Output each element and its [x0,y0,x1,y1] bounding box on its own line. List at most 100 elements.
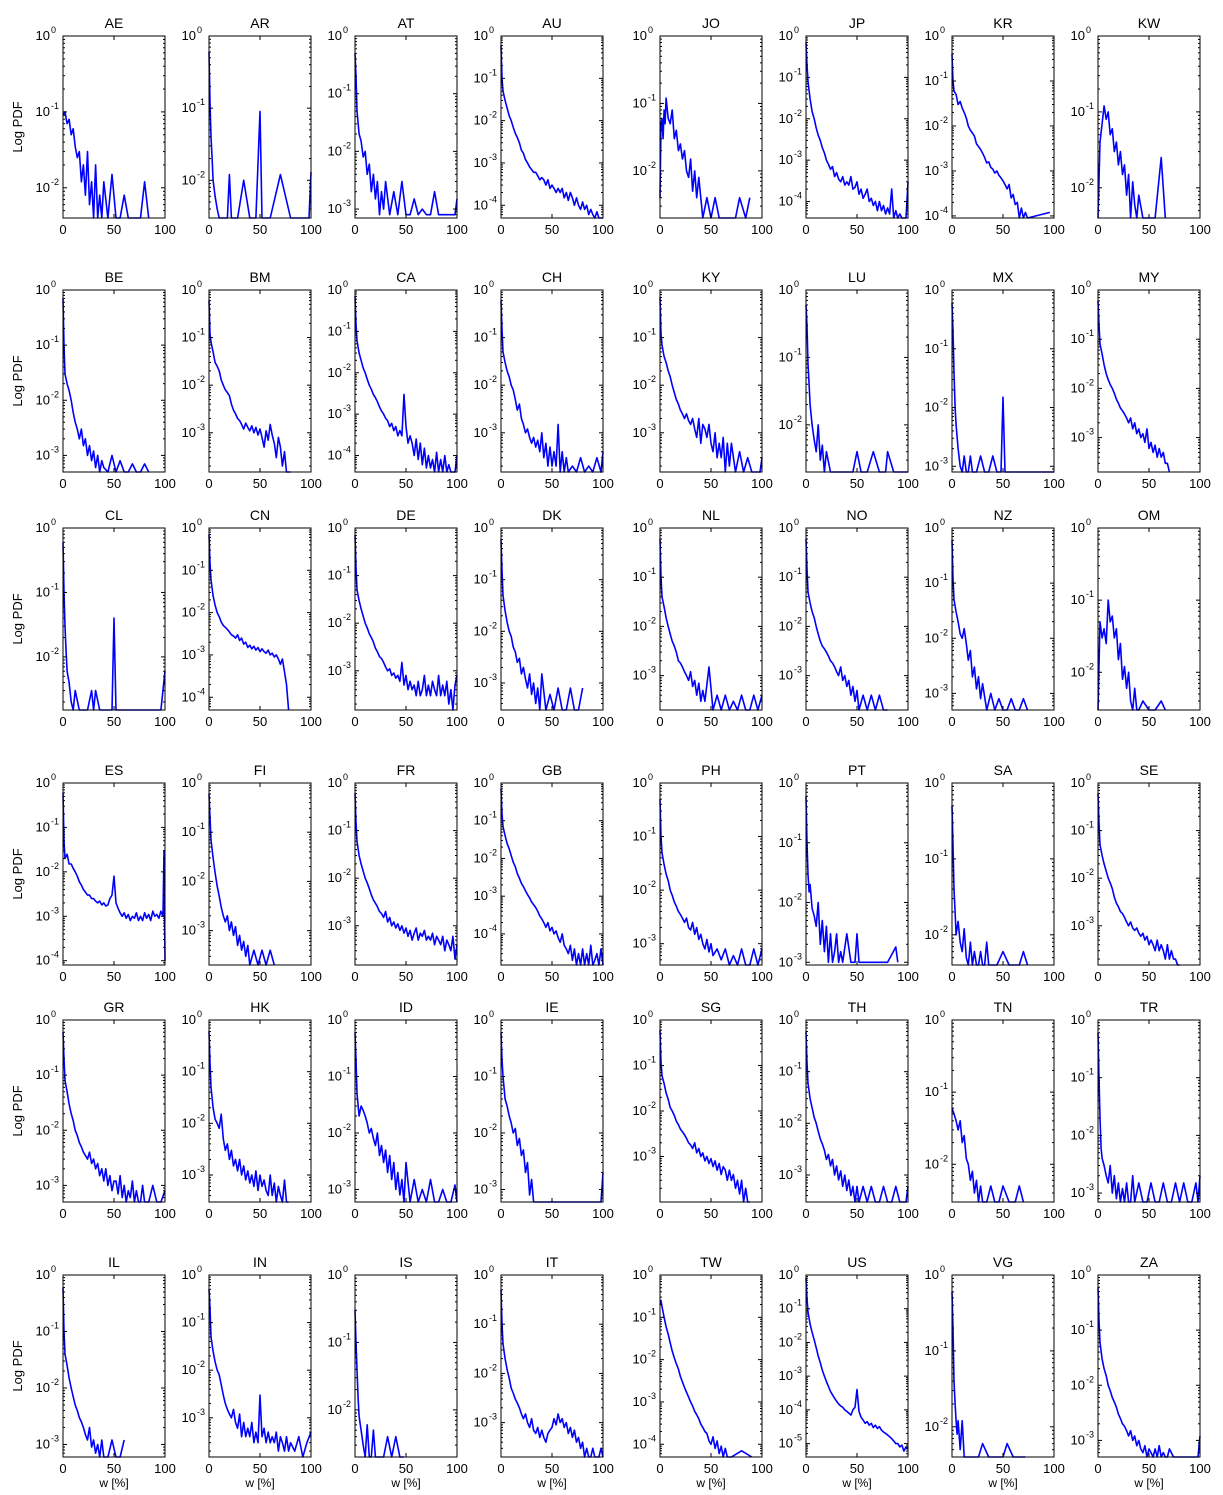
x-tick-label: 100 [154,969,176,984]
x-tick-label: 50 [996,714,1010,729]
y-tick-exponent: -3 [343,915,351,925]
y-tick-exponent: 0 [648,25,653,35]
x-tick-label: 50 [253,1461,267,1476]
y-tick-label: 10 [328,775,342,790]
subplot-title: AU [542,15,561,31]
y-tick-exponent: -1 [940,338,948,348]
y-tick-exponent: 0 [197,1264,202,1274]
y-tick-label: 10 [633,668,647,683]
y-tick-exponent: -2 [51,646,59,656]
series-line [805,304,908,473]
y-tick-label: 10 [633,377,647,392]
y-tick-exponent: -1 [489,67,497,77]
subplot-title: CA [396,269,416,285]
y-tick-label: 10 [633,775,647,790]
y-tick-exponent: -2 [940,627,948,637]
subplot-title: JO [702,15,720,31]
axes-frame [1097,1019,1201,1203]
y-tick-label: 10 [1071,1070,1085,1085]
y-axis-label: Log PDF [10,1085,25,1136]
axes-frame [805,289,909,473]
subplot-title: IN [253,1254,267,1270]
y-tick-label: 10 [474,377,488,392]
y-tick-label: 10 [633,1103,647,1118]
y-tick-exponent: -2 [51,861,59,871]
y-tick-label: 10 [633,1309,647,1324]
y-tick-label: 10 [36,649,50,664]
y-tick-exponent: -2 [489,1362,497,1372]
x-tick-label: 0 [351,1461,358,1476]
y-tick-exponent: -3 [489,152,497,162]
series-line [500,1289,604,1458]
x-tick-label: 50 [1142,222,1156,237]
y-axis-label: Log PDF [10,101,25,152]
axes-frame [62,1019,166,1203]
y-tick-label: 10 [36,1267,50,1282]
axes-frame [659,782,763,966]
axes-frame [208,782,312,966]
subplot-title: ID [399,999,413,1015]
y-tick-exponent: -1 [940,1340,948,1350]
y-tick-exponent: -1 [794,832,802,842]
x-tick-label: 50 [996,1206,1010,1221]
y-tick-exponent: -2 [343,362,351,372]
y-tick-exponent: 0 [343,279,348,289]
series-line [805,796,899,964]
series-line [951,805,1029,966]
x-tick-label: 50 [399,222,413,237]
y-tick-exponent: -1 [51,1064,59,1074]
x-tick-label: 100 [592,969,614,984]
y-tick-label: 10 [633,1436,647,1451]
y-tick-label: 10 [779,111,793,126]
y-tick-exponent: -2 [794,1331,802,1341]
x-tick-label: 50 [850,222,864,237]
y-tick-label: 10 [779,1064,793,1079]
y-axis-label: Log PDF [10,355,25,406]
y-tick-label: 10 [633,28,647,43]
x-tick-label: 0 [948,714,955,729]
y-tick-exponent: -3 [648,1146,656,1156]
y-tick-exponent: 0 [1086,25,1091,35]
y-tick-exponent: -3 [794,1164,802,1174]
y-tick-exponent: -2 [794,615,802,625]
y-tick-exponent: -2 [940,924,948,934]
y-tick-exponent: -2 [197,870,205,880]
y-tick-exponent: -1 [197,327,205,337]
x-tick-label: 100 [1043,1206,1065,1221]
x-axis-label: w [%] [987,1476,1017,1490]
y-tick-label: 10 [36,775,50,790]
y-tick-label: 10 [925,520,939,535]
y-tick-label: 10 [36,1380,50,1395]
y-tick-exponent: -2 [1086,867,1094,877]
x-tick-label: 100 [1043,476,1065,491]
subplot-title: DK [542,507,562,523]
x-tick-label: 100 [751,969,773,984]
x-tick-label: 100 [1189,969,1211,984]
x-tick-label: 50 [996,969,1010,984]
y-tick-label: 10 [36,1122,50,1137]
y-tick-exponent: -3 [343,1178,351,1188]
y-tick-label: 10 [925,1156,939,1171]
y-tick-label: 10 [36,104,50,119]
y-tick-exponent: 0 [197,517,202,527]
x-tick-label: 100 [446,222,468,237]
y-tick-label: 10 [182,172,196,187]
y-tick-exponent: -2 [343,140,351,150]
y-tick-exponent: -1 [1086,101,1094,111]
y-tick-label: 10 [925,73,939,88]
y-tick-exponent: 0 [51,772,56,782]
x-tick-label: 100 [751,1461,773,1476]
y-tick-exponent: -1 [1086,1319,1094,1329]
x-tick-label: 0 [59,1461,66,1476]
series-line [659,1030,750,1203]
y-tick-label: 10 [36,1012,50,1027]
subplot-title: KR [993,15,1012,31]
x-tick-label: 50 [996,1461,1010,1476]
y-tick-label: 10 [779,954,793,969]
